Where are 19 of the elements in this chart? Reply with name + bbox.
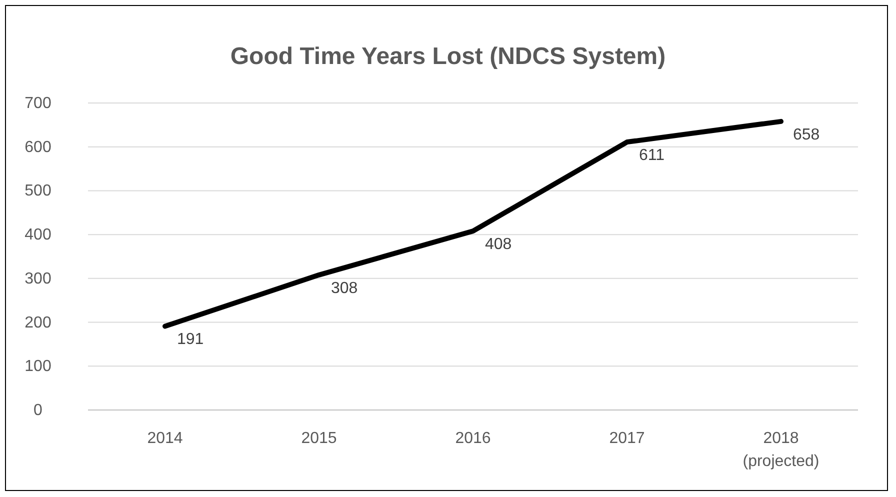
chart-title: Good Time Years Lost (NDCS System) — [230, 43, 666, 70]
x-tick-label: 2016 — [455, 430, 491, 447]
y-tick-label: 400 — [24, 226, 52, 244]
x-tick-label: 2018 (projected) — [742, 430, 820, 470]
y-tick-label: 500 — [24, 182, 52, 200]
x-tick-label: 2014 — [147, 430, 183, 447]
y-tick-label: 100 — [24, 358, 52, 376]
data-label: 611 — [639, 147, 665, 164]
y-tick-label: 0 — [34, 402, 43, 419]
data-label: 191 — [177, 331, 204, 348]
x-tick-label: 2017 — [609, 430, 645, 447]
y-tick-label: 200 — [24, 314, 52, 332]
x-tick-label: 2015 — [301, 430, 337, 447]
data-label: 408 — [485, 236, 512, 254]
data-label: 308 — [331, 280, 358, 297]
y-tick-label: 600 — [24, 138, 52, 156]
y-tick-label: 700 — [24, 95, 52, 112]
y-tick-label: 300 — [24, 270, 52, 288]
data-label: 658 — [793, 126, 820, 144]
